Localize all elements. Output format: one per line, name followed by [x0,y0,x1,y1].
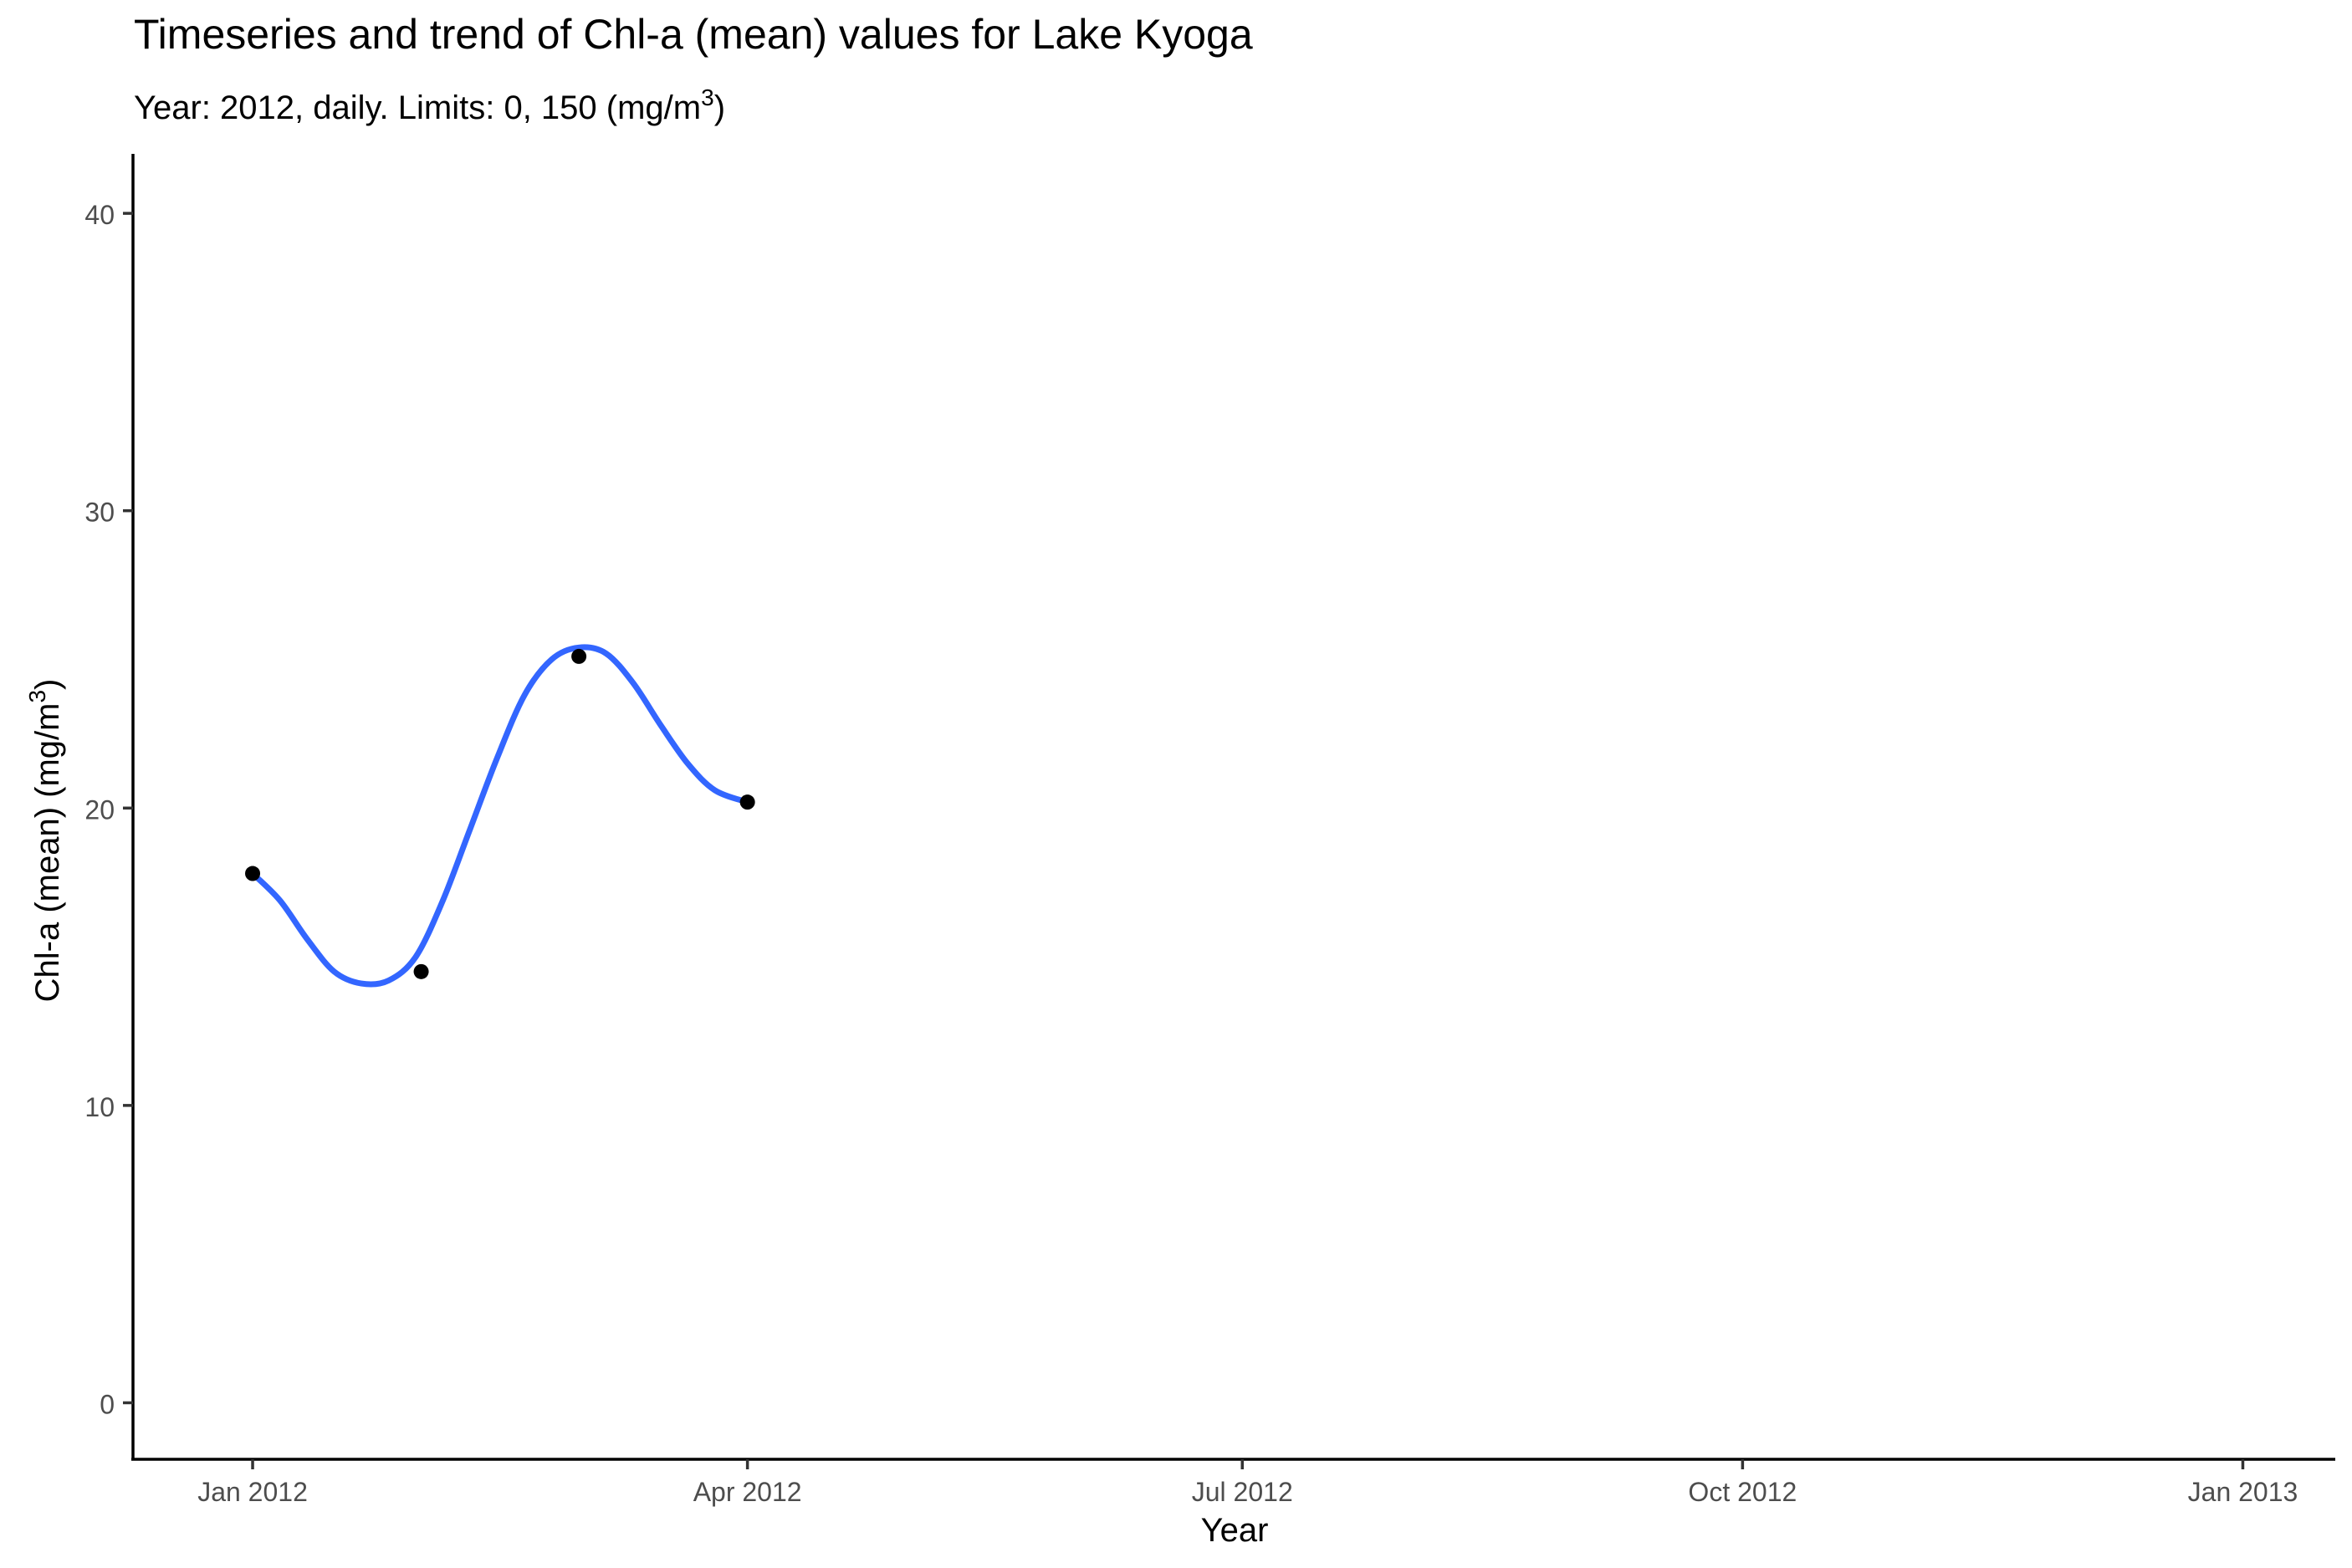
y-axis-title-close: ) [29,679,66,690]
y-tick-label-0: 0 [100,1389,115,1419]
y-axis-title: Chl-a (mean) (mg/m3) [24,679,66,1003]
chart-subtitle: Year: 2012, daily. Limits: 0, 150 (mg/m3… [134,84,725,126]
chart-subtitle-main: Year: 2012, daily. Limits: 0, 150 (mg/m [134,89,701,126]
y-tick-label-1: 10 [84,1092,115,1122]
data-point-3 [739,794,755,810]
x-tick-label-1: Apr 2012 [693,1477,802,1507]
y-tick-label-4: 40 [84,200,115,230]
y-tick-label-3: 30 [84,498,115,528]
x-tick-label-4: Jan 2013 [2188,1477,2298,1507]
x-tick-label-2: Jul 2012 [1192,1477,1293,1507]
y-axis-title-main: Chl-a (mean) (mg/m [29,703,66,1003]
x-axis-title: Year [1201,1512,1269,1549]
y-axis-title-superscript: 3 [24,690,50,703]
data-point-0 [245,866,261,881]
y-tick-label-2: 20 [84,794,115,825]
trend-layer [249,644,751,988]
x-ticks: Jan 2012 Apr 2012 Jul 2012 Oct 2012 Jan 2013 [197,1459,2298,1507]
x-tick-label-3: Oct 2012 [1688,1477,1797,1507]
points-layer [245,648,755,979]
chart-title: Timeseries and trend of Chl-a (mean) val… [134,11,1253,58]
y-ticks: 0 10 20 30 40 [84,200,133,1419]
data-point-2 [571,648,587,664]
chart-subtitle-close: ) [714,89,725,126]
trend-line [249,644,751,988]
chart-subtitle-superscript: 3 [701,84,714,110]
data-point-1 [413,963,429,979]
x-tick-label-0: Jan 2012 [197,1477,308,1507]
